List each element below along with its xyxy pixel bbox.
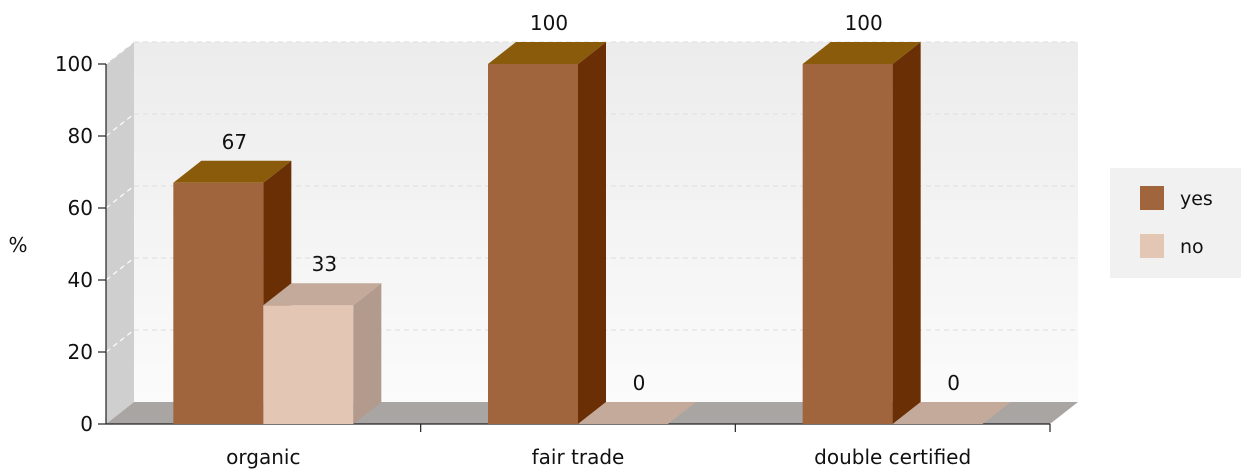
bar-top [173,160,292,183]
bar-top [802,42,921,64]
legend-box [1110,168,1241,278]
data-label: 100 [530,11,568,35]
gridline-side [105,185,135,209]
x-category-label: organic [226,445,300,469]
axes: 0 20 40 60 80 100% organic fair trade double cer… [8,52,1051,469]
gridline-side [105,41,135,65]
x-category-label: double certified [814,445,971,469]
x-category-label: fair trade [532,445,625,469]
bar-side [578,42,606,424]
y-tick-label: 20 [68,340,93,364]
data-label: 67 [222,130,247,154]
gridline-side [105,329,135,353]
data-label: 0 [633,371,646,395]
bar-yes-double-certified [802,42,921,424]
bar-side [892,42,921,424]
bar-front [173,182,264,424]
legend-swatch-yes [1140,186,1164,210]
y-axis-title: % [8,233,27,257]
data-label: 33 [312,252,337,276]
bars [173,42,1011,425]
bar-yes-fair-trade [488,42,606,424]
gridline-side [105,113,135,137]
legend-label-no: no [1180,236,1204,258]
bar-front [802,64,893,424]
data-label: 100 [845,11,883,35]
bar-top [578,402,696,424]
bar-side [353,283,382,424]
bar-top [488,42,606,64]
data-labels: 67 33 100 0 100 0 [222,11,960,395]
bar-top [892,402,1011,424]
legend-swatch-no [1140,234,1164,258]
legend-label-yes: yes [1180,188,1213,210]
y-tick-label: 0 [80,412,93,436]
y-tick-label: 40 [68,268,93,292]
bar-no-fair-trade [578,402,696,424]
side-wall [106,42,134,424]
gridline-side [105,257,135,281]
data-label: 0 [947,371,960,395]
y-tick-label: 80 [68,124,93,148]
bar-no-double-certified [892,402,1011,424]
y-tick-label: 60 [68,196,93,220]
bar-top [263,283,382,306]
bar-front [488,64,578,424]
bar-front [263,305,354,424]
legend: yes no [1110,168,1241,278]
bar-no-organic [263,283,382,424]
y-tick-label: 100 [55,52,93,76]
